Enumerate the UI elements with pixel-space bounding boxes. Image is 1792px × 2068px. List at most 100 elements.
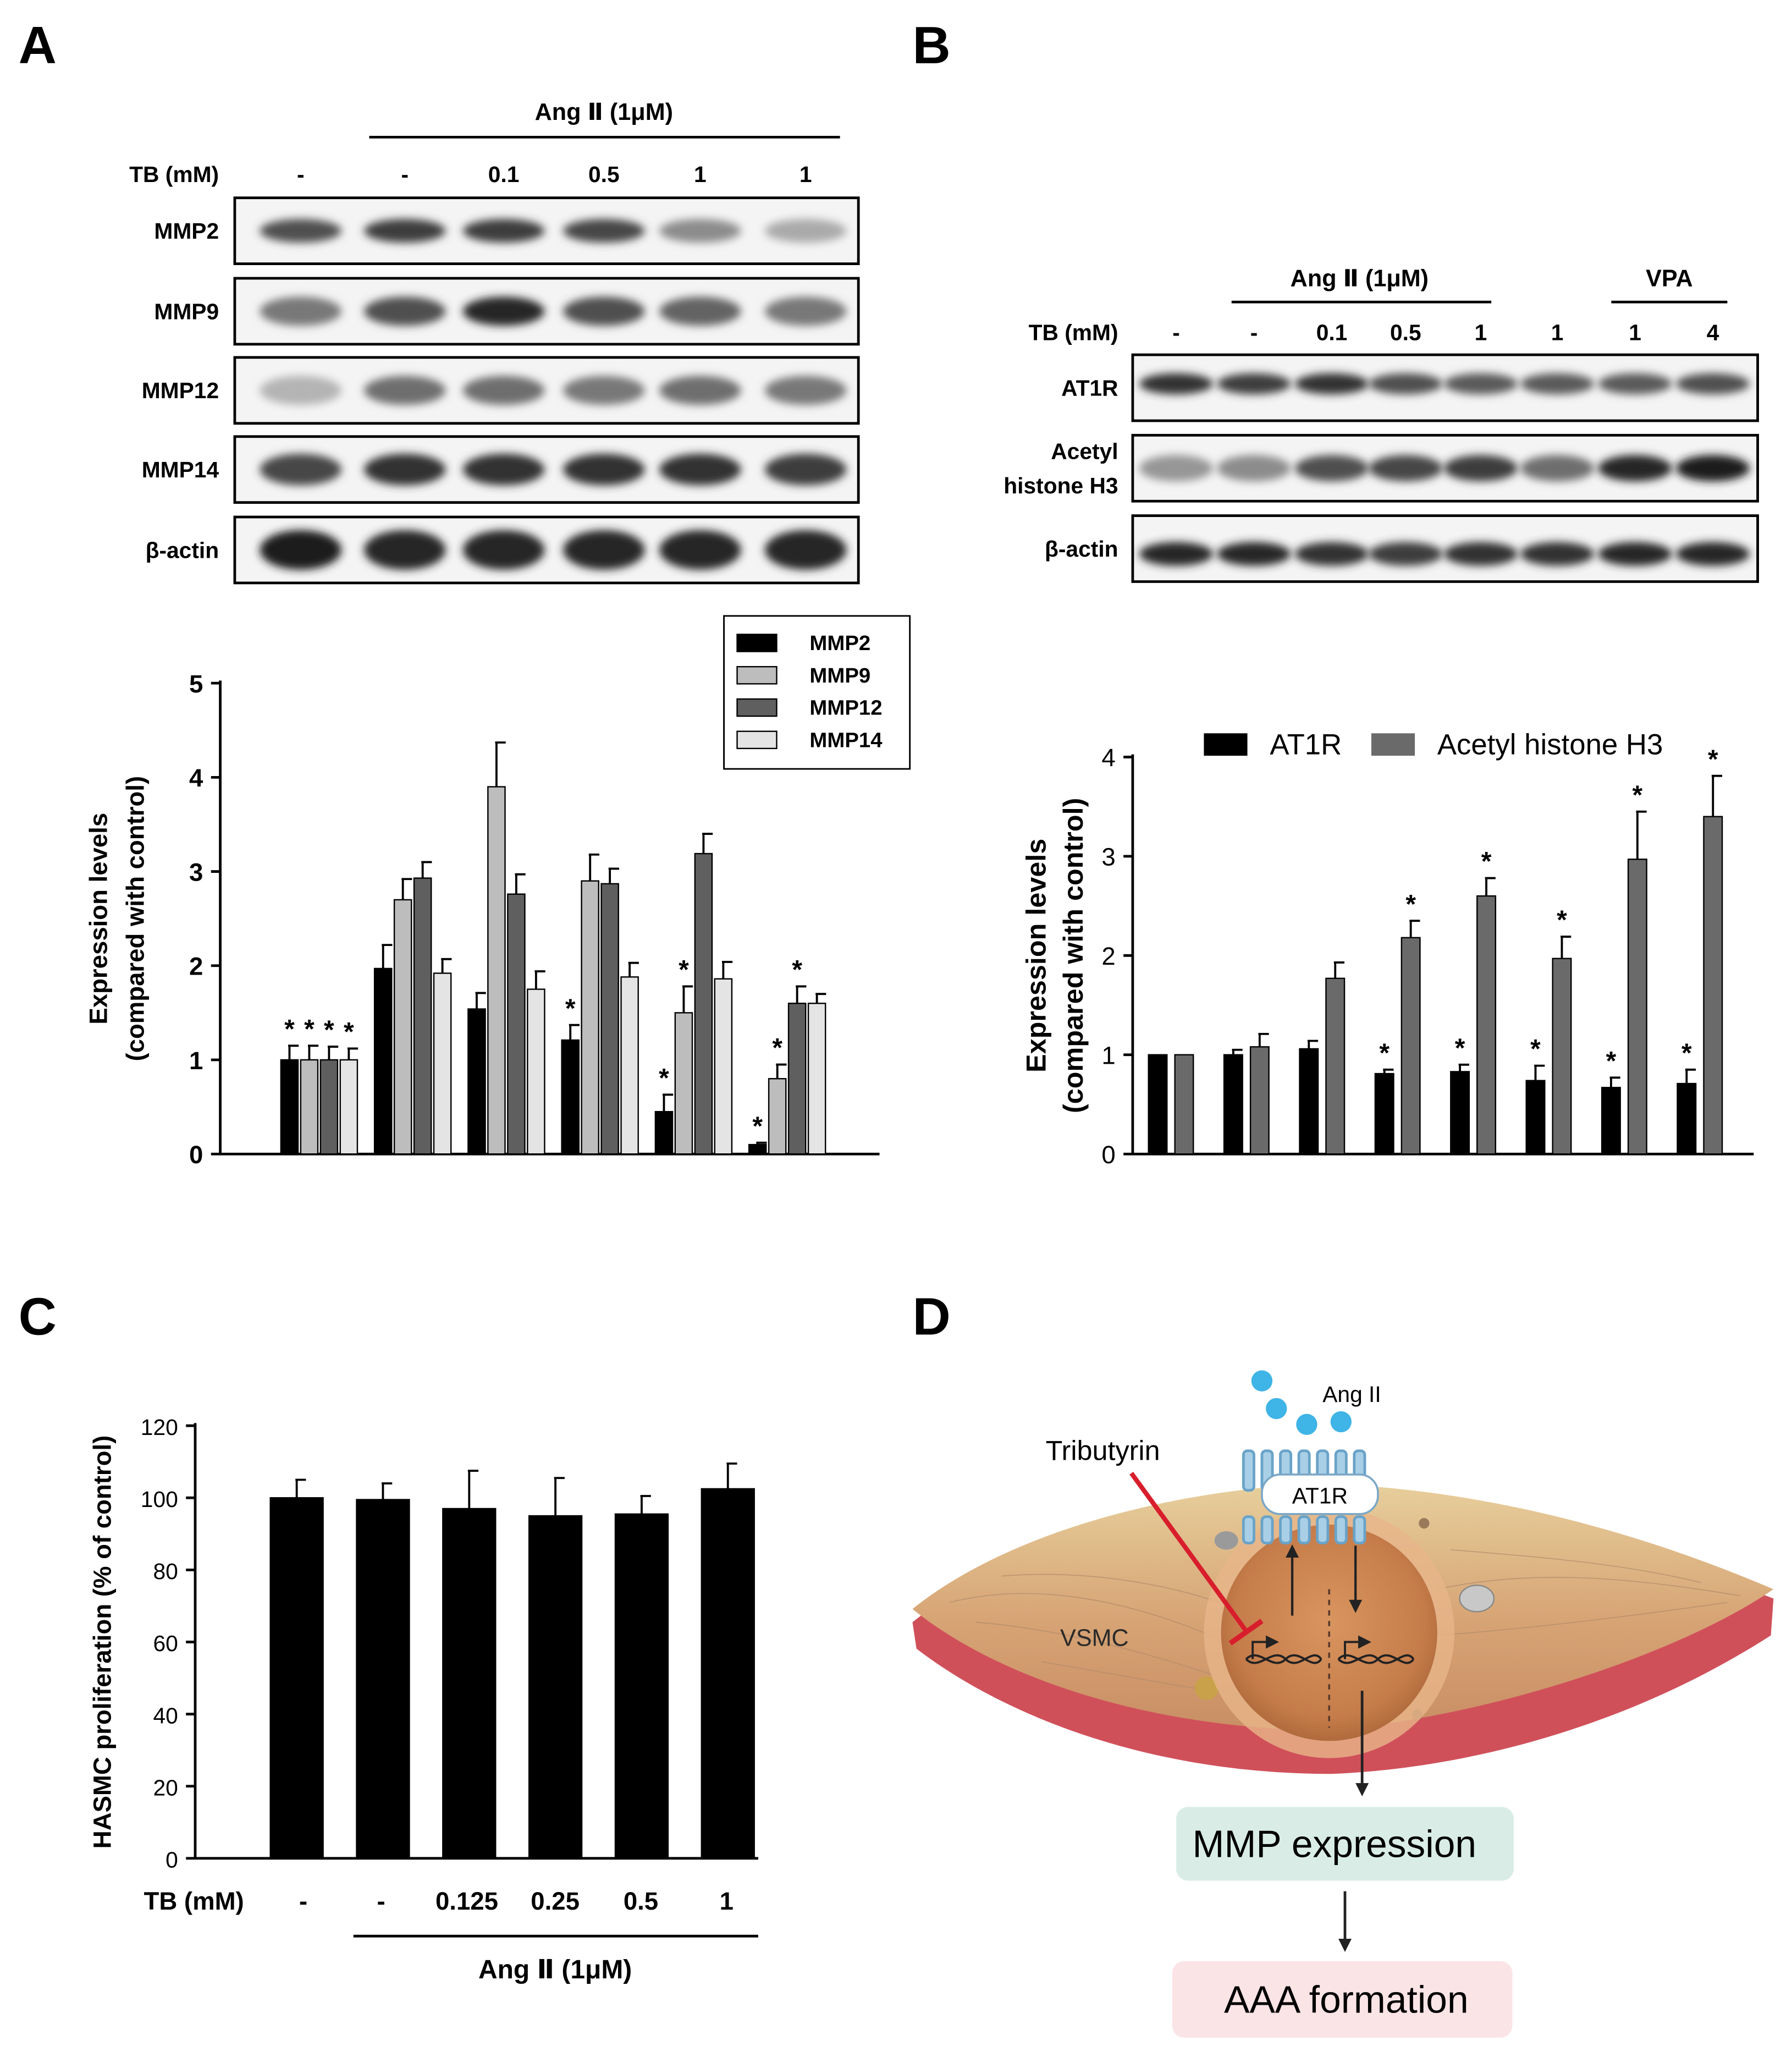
mmp-expression-text: MMP expression [1193,1822,1477,1865]
at1r-label: AT1R [1292,1483,1348,1509]
panel-a: A Ang Ⅱ (1μM) TB (mM) - -0.1 0.5 1 1 MMP2MMP… [19,16,911,1169]
panel-b-tb-label: TB (mM) [1029,320,1118,345]
blot-band [1369,373,1443,394]
bar [1299,1048,1319,1155]
blot-band [1217,373,1291,394]
significance-star: * [752,1112,763,1141]
blot-band [1598,455,1672,482]
blot-band [563,453,645,486]
bar [527,988,545,1155]
bar [1703,816,1723,1155]
blot-band [1217,542,1291,566]
blot-band [1443,542,1518,566]
panel-a-tb-label: TB (mM) [129,162,219,187]
tb-value: 0.1 [488,162,520,187]
tb-value: 0.25 [531,1887,580,1915]
bar [1677,1082,1697,1155]
blot-band [764,453,847,486]
y-tick-label: 3 [189,858,203,886]
panel-b-letter: B [912,16,950,75]
legend-swatch [1204,733,1248,756]
organelle [1214,1531,1238,1550]
blot-band [563,376,645,405]
bar [748,1143,767,1155]
y-label-line: (compared with control) [1057,798,1089,1113]
blot-band [659,453,741,486]
ang2-label: Ang II [1322,1382,1381,1407]
tb-value: 4 [1707,320,1719,345]
blot-band [260,219,342,243]
bar [1450,1071,1470,1155]
blot-band [764,296,847,326]
y-tick-label: 0 [1101,1141,1115,1169]
bar [467,1008,486,1155]
blot-band [462,453,545,486]
significance-star: * [344,1018,354,1047]
bar [413,877,432,1155]
bar [561,1039,580,1155]
y-tick-label: 3 [1101,843,1115,871]
blot-band [659,530,741,570]
blot-band [764,530,847,570]
blot-label: MMP12 [142,378,219,403]
blot-band [1520,455,1595,482]
significance-star: * [1481,847,1492,876]
bar [280,1059,299,1155]
panel-b-tb-values: - - 0.1 0.5 1 1 1 4 [1172,320,1719,345]
blot-band [462,376,545,405]
blot-label: MMP9 [154,299,219,324]
tb-value: 0.5 [588,162,620,187]
y-tick-label: 5 [189,670,203,698]
blot-band [1443,373,1518,394]
y-tick-label: 0 [189,1141,203,1169]
blot-band [363,376,446,405]
significance-star: * [284,1015,295,1044]
y-axis-label: HASMC proliferation (% of control) [89,1436,117,1849]
legend-swatch [736,634,778,652]
aaa-formation-box [1172,1961,1513,2038]
panel-a-treatment-label: Ang Ⅱ (1μM) [535,99,673,125]
panel-b: B Ang Ⅱ (1μM) VPA TB (mM) - - 0.1 0.5 1 1 1 4 A… [912,16,1759,1169]
blot-band [462,530,545,570]
blot-row: β-actin [146,515,860,585]
blot-label: AT1R [1061,375,1118,400]
bar [528,1515,583,1859]
bar [339,1059,359,1155]
legend-swatch [736,730,778,750]
panel-c-treatment-label: Ang Ⅱ (1μM) [478,1955,632,1984]
blot-band [1294,455,1369,482]
y-tick-label: 60 [153,1631,178,1656]
blot-row: AT1R [1061,353,1759,422]
tb-value: 0.125 [435,1887,498,1915]
blot-band [1294,542,1369,566]
chart-a: 0 1 2 3 4 5 Expression levels (compared with co… [84,615,911,1169]
tb-value: - [1172,320,1180,345]
bar [442,1508,497,1859]
bar [1552,958,1572,1155]
bar [1249,1046,1270,1155]
y-tick-label: 2 [1101,942,1115,970]
panel-a-blots: MMP2 MMP9 MMP12 MMP14 β-actin [142,196,860,585]
bar [1148,1054,1168,1155]
blot-band [563,296,645,326]
bar [620,976,639,1155]
bar [373,967,393,1155]
legend-label: AT1R [1270,729,1342,761]
blot-band [1369,455,1443,482]
y-tick-label: 40 [153,1703,178,1728]
bar [581,880,599,1155]
y-tick-label: 100 [141,1487,178,1512]
tb-value: - [401,162,409,187]
aaa-formation-text: AAA formation [1224,1978,1468,2021]
bar [1400,937,1421,1155]
significance-star: * [1405,890,1416,919]
blot-band [1520,542,1595,566]
tributyrin-label: Tributyrin [1046,1435,1160,1466]
bar [300,1059,319,1155]
significance-star: * [304,1015,315,1044]
bar [807,1003,826,1155]
bar [1223,1054,1243,1155]
tb-value: - [1250,320,1258,345]
blot-band [363,219,446,243]
blot-band [260,453,342,486]
